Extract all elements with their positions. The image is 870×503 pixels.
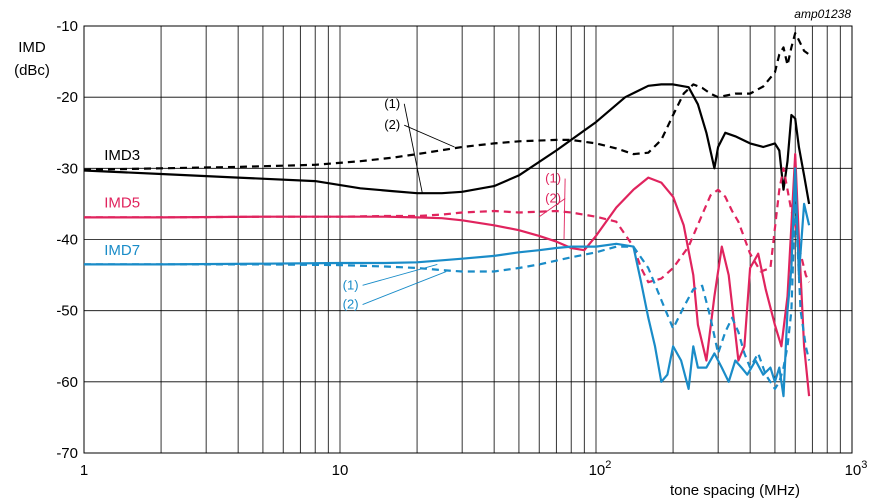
annotation-label: (1) [343, 277, 359, 292]
y-tick-label: -50 [56, 303, 78, 320]
series-line-imd5-2 [84, 167, 811, 284]
annotation-leader-line [563, 178, 566, 240]
y-tick-label: -10 [56, 18, 78, 35]
series-line-imd3-1 [83, 83, 811, 205]
series-layer [83, 32, 811, 398]
series-label-imd3: IMD3 [104, 147, 140, 164]
y-axis-label-line1: IMD [18, 39, 46, 56]
annotation-label: (2) [384, 117, 400, 132]
figure-identifier: amp01238 [794, 7, 851, 21]
series-line-imd7-1 [84, 167, 811, 398]
plot-frame [83, 25, 853, 454]
annotation-leader-line [404, 124, 455, 148]
annotation-leader-line [538, 198, 566, 218]
x-tick-label: 102 [589, 459, 612, 479]
series-line-imd5-1 [84, 153, 811, 397]
series-label-imd5: IMD5 [104, 194, 140, 211]
annotation-label: (2) [545, 190, 561, 205]
ticks-layer: -10 -20 -30 -40 -50 -60 -701 10 102 103 [56, 18, 867, 479]
x-tick-label: 103 [845, 459, 868, 479]
annotation-layer: IMD3 IMD5 IMD7 (1) (2) (1) (2) (1) (2) [104, 96, 566, 312]
x-tick-label: 1 [80, 462, 88, 479]
annotation-leader-line [362, 271, 447, 305]
x-axis-label: tone spacing (MHz) [670, 482, 800, 499]
annotation-leader-line [362, 263, 438, 286]
y-tick-label: -70 [56, 445, 78, 462]
annotation-leader-line [403, 103, 423, 195]
y-tick-label: -40 [56, 232, 78, 249]
y-axis-label-line2: (dBc) [14, 62, 50, 79]
annotation-label: (1) [545, 171, 561, 186]
y-tick-label: -60 [56, 374, 78, 391]
annotation-label: (2) [343, 297, 359, 312]
series-line-imd3-2 [83, 32, 810, 171]
y-tick-label: -30 [56, 160, 78, 177]
series-label-imd7: IMD7 [104, 242, 140, 259]
annotation-label: (1) [384, 96, 400, 111]
series-line-imd7-2 [84, 195, 811, 390]
grid-layer [83, 25, 853, 454]
y-tick-label: -20 [56, 89, 78, 106]
x-tick-label: 10 [332, 462, 349, 479]
